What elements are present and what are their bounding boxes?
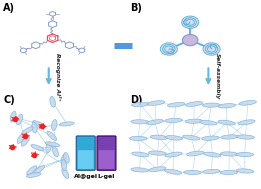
Ellipse shape [204,152,221,157]
Ellipse shape [168,102,185,107]
Ellipse shape [61,160,67,171]
FancyBboxPatch shape [99,150,114,169]
Text: L-gel: L-gel [98,174,115,179]
Ellipse shape [165,118,182,122]
Ellipse shape [164,169,182,174]
Ellipse shape [218,120,235,125]
Circle shape [160,43,177,55]
Ellipse shape [131,120,149,124]
Ellipse shape [146,120,163,125]
Text: Recognize Al³⁺: Recognize Al³⁺ [55,53,61,101]
Ellipse shape [27,173,41,177]
Ellipse shape [165,136,183,140]
Ellipse shape [202,136,219,140]
Ellipse shape [237,135,254,139]
Ellipse shape [59,122,74,126]
FancyBboxPatch shape [78,150,94,169]
Text: Al@gel: Al@gel [74,174,98,179]
Ellipse shape [33,121,45,128]
Ellipse shape [21,127,33,135]
Circle shape [182,34,198,46]
Ellipse shape [50,96,55,107]
Ellipse shape [52,146,58,157]
FancyBboxPatch shape [97,136,116,170]
Ellipse shape [47,131,57,140]
Ellipse shape [187,151,204,156]
Ellipse shape [150,135,168,139]
Ellipse shape [132,152,149,157]
Ellipse shape [61,154,67,165]
Ellipse shape [184,170,201,174]
Ellipse shape [62,168,69,178]
Text: C): C) [3,94,15,105]
Ellipse shape [52,120,57,130]
Text: Self-assembly: Self-assembly [215,53,220,100]
Ellipse shape [34,166,44,174]
Ellipse shape [132,102,149,107]
Ellipse shape [220,152,238,156]
Ellipse shape [183,135,200,140]
Ellipse shape [45,142,60,147]
Circle shape [203,43,220,55]
Ellipse shape [21,136,29,146]
Ellipse shape [236,153,254,156]
Ellipse shape [220,170,238,174]
Ellipse shape [46,142,51,153]
Text: B): B) [130,3,142,13]
Ellipse shape [16,114,23,125]
Ellipse shape [131,168,149,172]
Ellipse shape [185,102,203,106]
FancyBboxPatch shape [76,136,95,170]
Ellipse shape [200,120,217,125]
Ellipse shape [31,145,44,151]
Ellipse shape [147,101,165,105]
Ellipse shape [149,151,166,155]
Ellipse shape [218,104,236,108]
Ellipse shape [203,103,220,107]
Ellipse shape [238,120,255,125]
Ellipse shape [64,153,69,163]
Ellipse shape [236,169,254,173]
Text: A): A) [3,3,15,13]
Ellipse shape [221,135,239,139]
Ellipse shape [165,152,182,157]
Circle shape [182,16,199,29]
Ellipse shape [149,167,166,172]
Ellipse shape [185,119,203,123]
Ellipse shape [129,136,147,140]
Ellipse shape [32,122,37,133]
Ellipse shape [17,133,25,143]
Text: D): D) [130,94,143,105]
Ellipse shape [10,111,16,122]
Ellipse shape [239,101,256,105]
Ellipse shape [27,166,37,175]
Ellipse shape [203,169,220,174]
